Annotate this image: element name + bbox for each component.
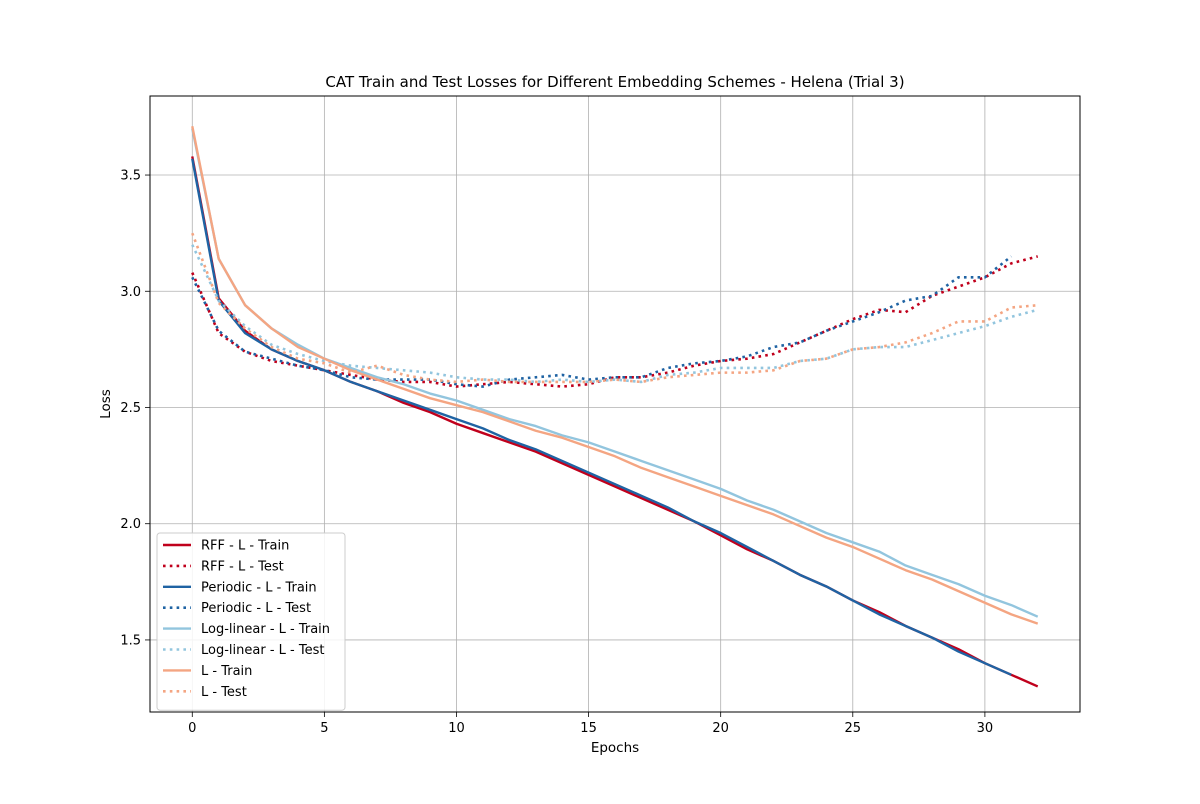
x-tick-label: 10 [448,721,465,736]
legend-label: RFF - L - Test [201,559,284,574]
y-tick-label: 2.5 [120,401,141,416]
x-tick-label: 0 [188,721,196,736]
x-tick-label: 30 [977,721,994,736]
chart-title: CAT Train and Test Losses for Different … [325,73,904,91]
plot-frame [149,95,1081,713]
legend-label: L - Train [201,664,252,679]
x-tick-label: 20 [712,721,729,736]
x-tick-label: 5 [320,721,328,736]
y-axis-label: Loss [98,389,114,419]
series-line-l-train [191,125,1039,625]
legend-label: Log-linear - L - Train [201,622,330,637]
y-tick-label: 3.5 [120,169,141,184]
x-axis-label: Epochs [591,740,639,756]
legend-label: L - Test [201,685,247,700]
x-tick-label: 25 [845,721,862,736]
series-line-periodic-l-test [191,255,1013,388]
y-tick-label: 1.5 [120,633,141,648]
y-tick-label: 2.0 [120,517,141,532]
legend-label: Periodic - L - Train [201,580,317,595]
axis-ticks: 0 5 10 15 20 25 30 1.5 2.0 2.5 3.0 3.5 [120,169,993,736]
series-line-periodic-l-train [191,158,1012,676]
legend: RFF - L - Train RFF - L - Test Periodic - … [156,532,346,711]
legend-label: Log-linear - L - Test [201,643,324,658]
legend-label: Periodic - L - Test [201,601,311,616]
series-group [191,125,1039,688]
y-tick-label: 3.0 [120,285,141,300]
legend-box [156,532,346,711]
legend-label: RFF - L - Train [201,539,289,554]
x-tick-label: 15 [580,721,597,736]
series-line-log-linear-l-test [191,244,1039,384]
